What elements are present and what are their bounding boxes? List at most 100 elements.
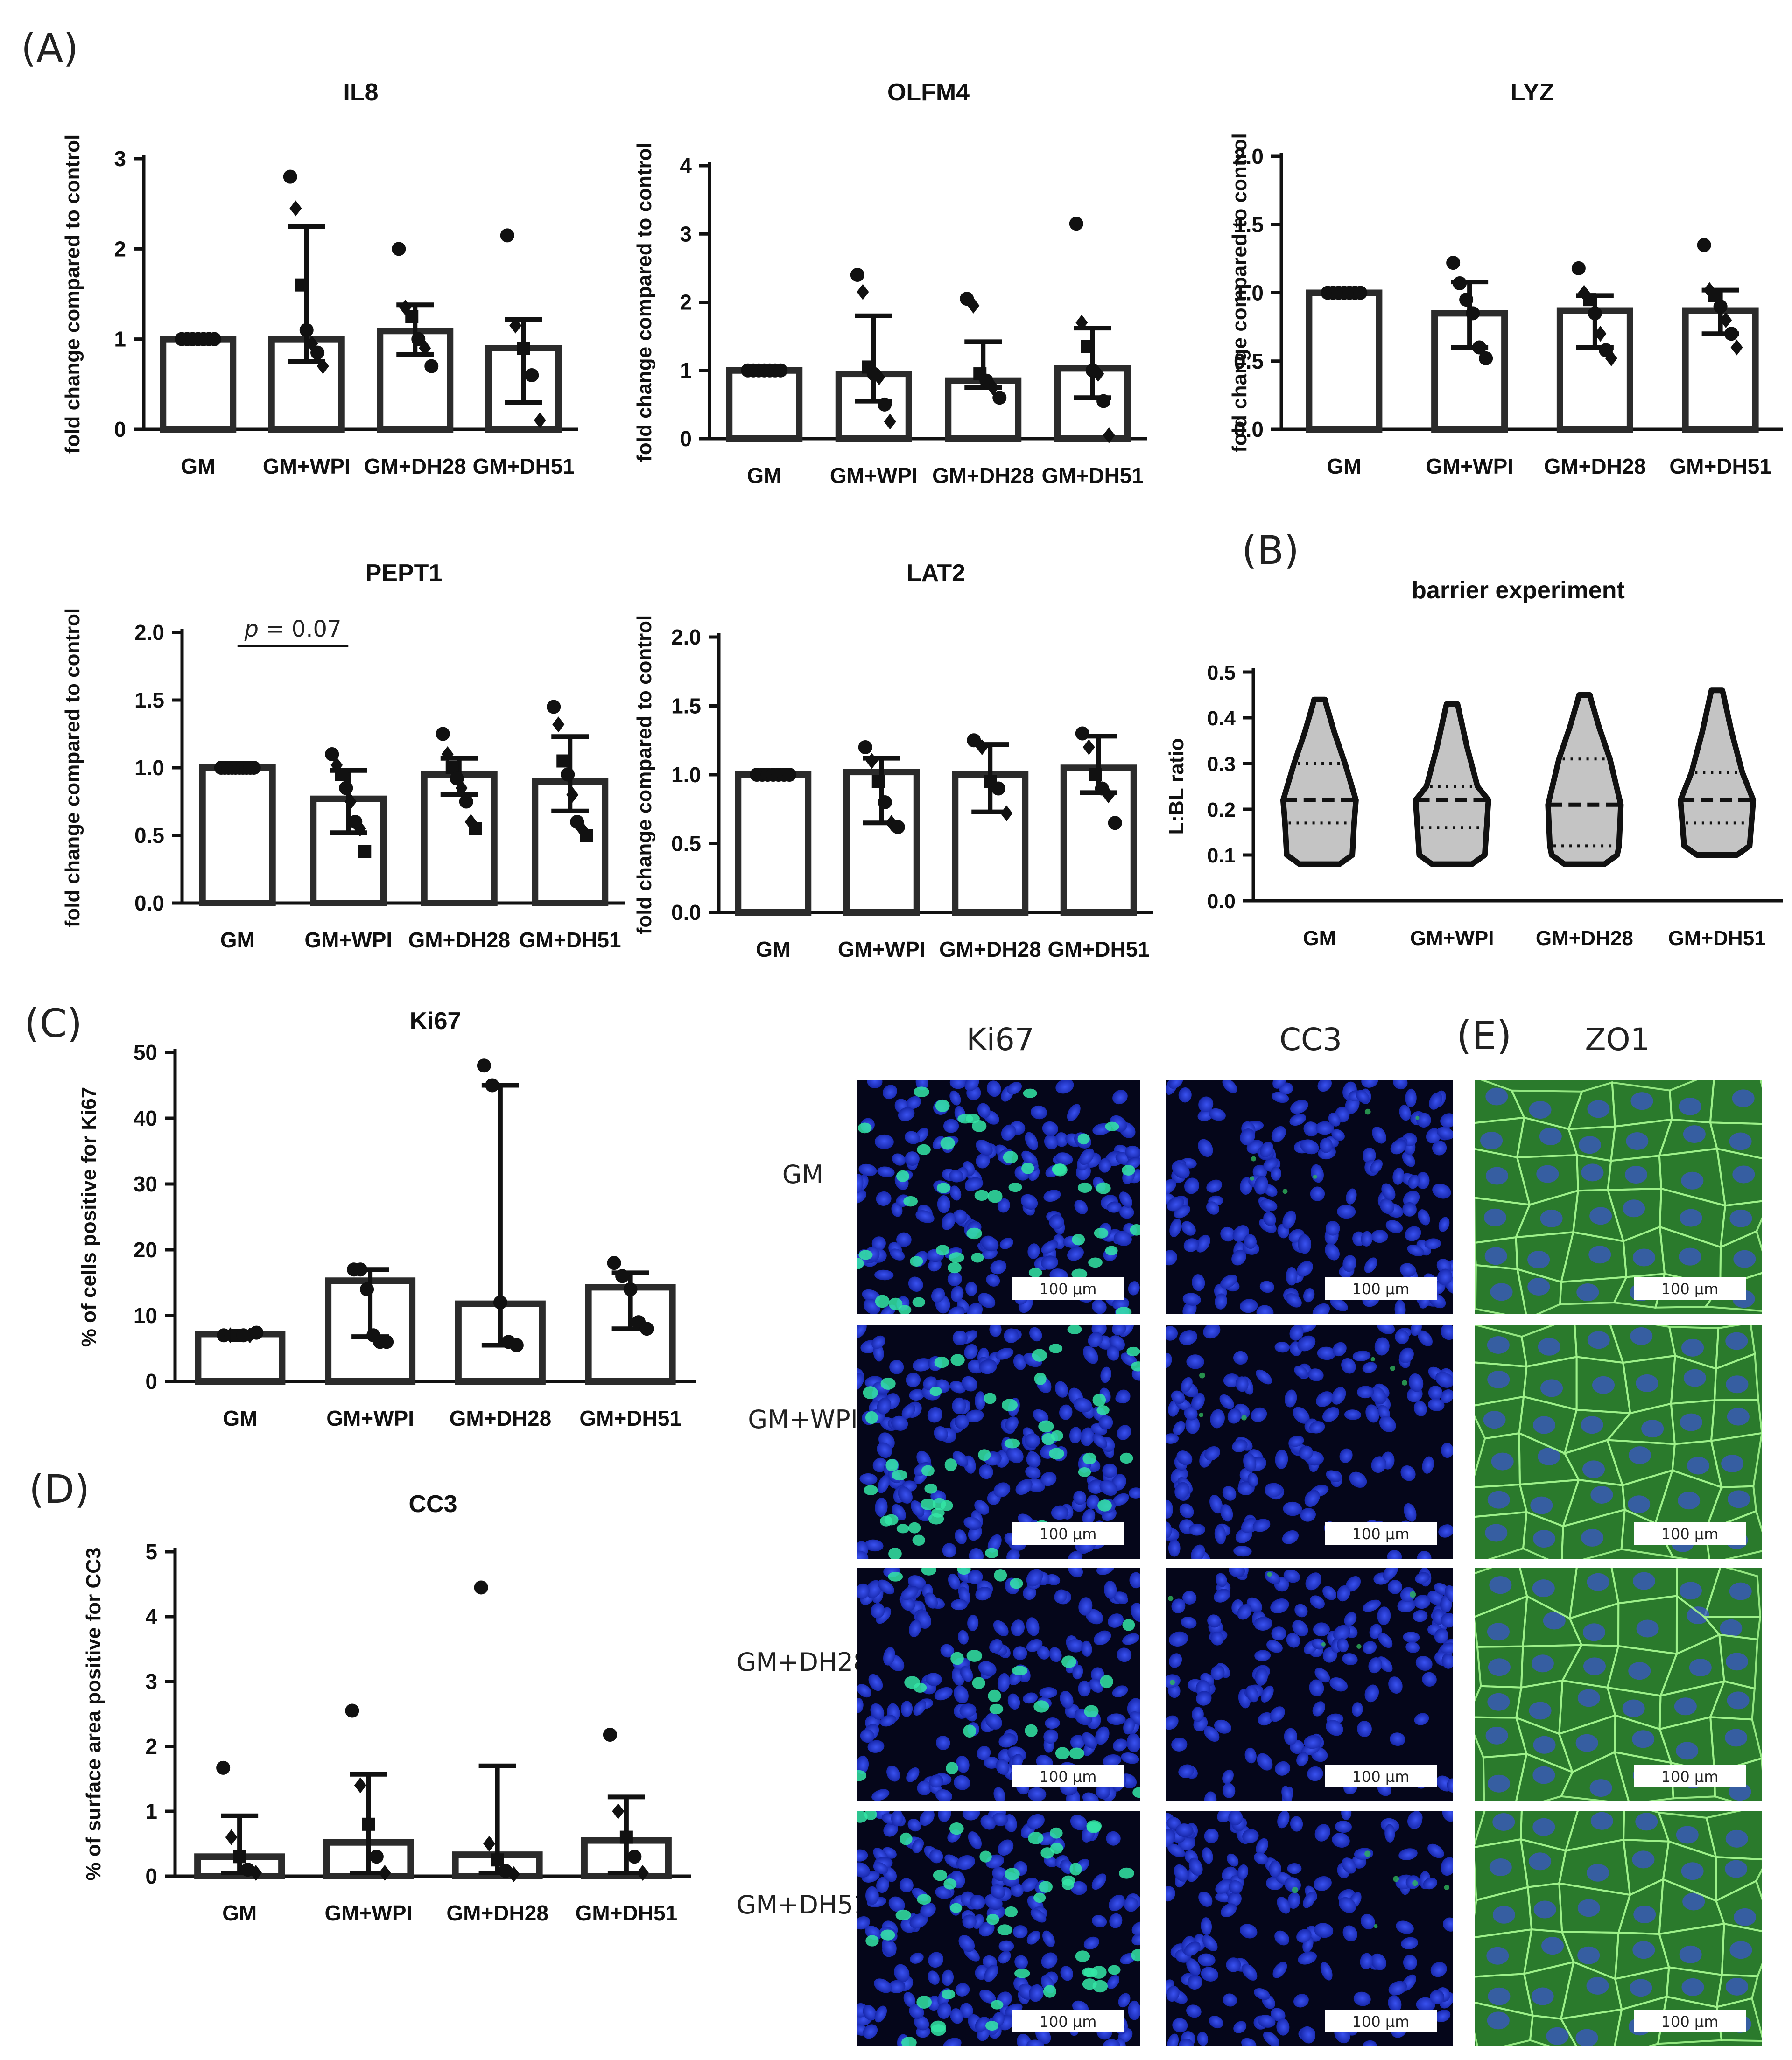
nucleus <box>1729 1132 1752 1150</box>
y-tick-label: 0.0 <box>134 891 164 915</box>
nucleus <box>1388 1676 1403 1694</box>
micrograph-background <box>1475 1325 1762 1559</box>
ki67-positive-nucleus <box>1061 1879 1074 1890</box>
nucleus <box>1402 1152 1415 1167</box>
ki67-positive-nucleus <box>949 1252 964 1263</box>
nucleus <box>1680 1413 1702 1431</box>
nucleus <box>963 1517 982 1530</box>
panel-label-e: (E) <box>1456 1013 1512 1058</box>
ki67-positive-nucleus <box>1122 1164 1135 1176</box>
nucleus <box>1286 1293 1302 1308</box>
nucleus <box>1119 1205 1134 1219</box>
ki67-positive-nucleus <box>865 1935 879 1947</box>
nucleus <box>871 1603 885 1619</box>
nucleus <box>1361 1231 1373 1247</box>
nucleus <box>1286 1633 1300 1648</box>
nucleus <box>1192 1707 1204 1722</box>
nucleus <box>1383 1568 1398 1581</box>
nucleus <box>1729 1941 1752 1959</box>
data-point <box>441 746 454 762</box>
nucleus <box>1485 1726 1508 1745</box>
nucleus <box>1082 1732 1097 1749</box>
micrograph-image: 100 µm <box>1166 1080 1453 1314</box>
nucleus <box>1197 2032 1209 2046</box>
ki67-positive-nucleus <box>971 1253 984 1263</box>
nucleus <box>1182 1293 1201 1306</box>
nucleus <box>1539 1127 1562 1145</box>
nucleus <box>1361 1080 1378 1088</box>
ki67-positive-nucleus <box>943 1878 957 1890</box>
cc3-positive-spot <box>1241 1415 1247 1421</box>
zo1-junction <box>1704 1510 1762 1559</box>
nucleus <box>1414 1594 1431 1609</box>
cc3-positive-spot <box>1250 1176 1254 1181</box>
nucleus <box>1042 1930 1055 1948</box>
nucleus <box>1332 1342 1347 1357</box>
nucleus <box>1726 1653 1749 1671</box>
nucleus <box>1728 1490 1750 1508</box>
ki67-positive-nucleus <box>1094 1227 1109 1239</box>
nucleus <box>977 1103 991 1118</box>
nucleus <box>1540 1209 1563 1227</box>
scale-bar <box>1012 1277 1124 1300</box>
ki67-positive-nucleus <box>857 1258 864 1269</box>
data-point <box>369 1850 384 1864</box>
ki67-positive-nucleus <box>1043 1985 1056 1998</box>
nucleus <box>1131 1932 1140 1946</box>
nucleus <box>929 1849 943 1864</box>
ki67-positive-nucleus <box>1086 1822 1101 1833</box>
nucleus <box>1175 1823 1194 1837</box>
nucleus <box>1272 1080 1286 1089</box>
ki67-positive-nucleus <box>1033 1892 1046 1903</box>
y-tick-label: 0.3 <box>1207 753 1236 776</box>
data-point <box>782 768 797 782</box>
ki67-positive-nucleus <box>858 1250 873 1260</box>
y-tick-label: 10 <box>134 1303 157 1328</box>
data-point <box>607 1256 621 1270</box>
nucleus <box>1033 1409 1049 1423</box>
nucleus <box>1297 1234 1312 1254</box>
y-tick-label: 0.2 <box>1207 799 1236 821</box>
nucleus <box>1401 1937 1419 1949</box>
nucleus <box>1582 1623 1605 1641</box>
nucleus <box>1632 1248 1655 1267</box>
nucleus <box>1051 1505 1069 1520</box>
data-point <box>246 761 261 775</box>
nucleus <box>1483 1411 1506 1429</box>
nucleus <box>1126 1733 1140 1752</box>
nucleus <box>1269 1860 1281 1878</box>
nucleus <box>959 1703 977 1717</box>
data-point <box>507 1866 520 1882</box>
ki67-positive-nucleus <box>1041 1433 1055 1445</box>
nucleus <box>1721 1455 1744 1473</box>
nucleus <box>1021 1878 1038 1892</box>
nucleus <box>1312 1638 1326 1650</box>
nucleus <box>1487 1491 1510 1509</box>
nucleus <box>868 1674 883 1691</box>
cc3-positive-spot <box>1364 1108 1371 1115</box>
nucleus <box>1117 1425 1131 1440</box>
ki67-positive-nucleus <box>987 1190 1003 1203</box>
nucleus <box>1541 1937 1564 1955</box>
x-tick-label: GM+WPI <box>304 928 392 952</box>
nucleus <box>1293 1994 1309 2008</box>
scale-bar-label: 100 µm <box>1352 1768 1410 1786</box>
nucleus <box>1093 1630 1111 1645</box>
nucleus <box>1422 1672 1437 1687</box>
nucleus <box>898 1107 915 1121</box>
data-point <box>249 1325 264 1340</box>
nucleus <box>1540 1379 1563 1397</box>
ki67-positive-nucleus <box>1038 1420 1054 1433</box>
ki67-positive-nucleus <box>1050 1843 1063 1854</box>
nucleus <box>1256 1838 1268 1855</box>
nucleus <box>1325 1243 1340 1261</box>
nucleus <box>876 1191 892 1206</box>
x-tick-label: GM <box>181 454 215 478</box>
nucleus <box>949 1090 961 1106</box>
nucleus <box>1272 1962 1287 1978</box>
data-point <box>517 342 530 355</box>
nucleus <box>1587 1331 1610 1349</box>
nucleus <box>1676 1742 1699 1760</box>
nucleus <box>1037 1646 1050 1660</box>
nucleus <box>1106 1831 1121 1846</box>
